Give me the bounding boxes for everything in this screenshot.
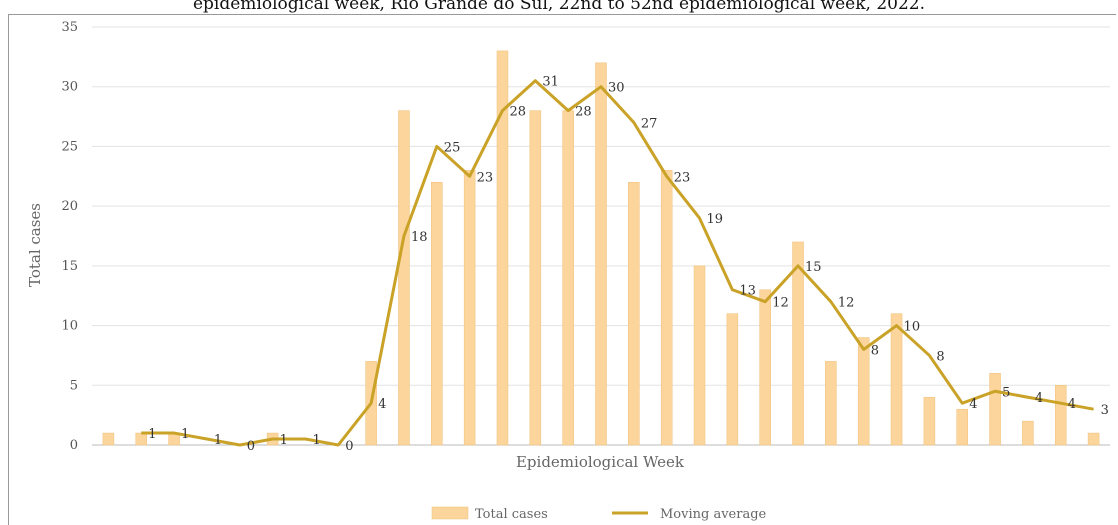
data-label-4: 0 [247,439,255,454]
line-data-labels: 1 1 1 0 1 1 0418252328312830272319131215128108… [148,75,1109,454]
data-label-29: 4 [1068,397,1076,412]
data-label-14: 28 [575,105,592,120]
gridlines [92,26,1110,446]
data-label-18: 19 [707,212,724,227]
y-tick-label-15: 15 [61,259,78,274]
bar-29 [1054,385,1067,446]
data-label-27: 5 [1002,385,1010,400]
line-series [141,79,1094,447]
bar-27 [989,373,1001,446]
data-label-8: 4 [378,397,386,412]
data-label-3: 1 [214,433,222,448]
legend-label-moving-average: Moving average [660,507,767,522]
data-label-2: 1 [181,427,189,442]
bar-25 [923,396,936,446]
bar-21 [792,241,804,446]
chart-title-fragment: epidemiological week, Rio Grande do Sul,… [192,0,925,14]
x-axis-title: Epidemiological Week [516,453,685,471]
data-label-26: 4 [969,397,977,412]
legend-label-total-cases: Total cases [475,507,548,522]
bar-15 [595,62,607,446]
data-label-23: 8 [871,343,879,358]
data-label-28: 4 [1035,391,1043,406]
data-label-5: 1 [280,433,288,448]
bar-28 [1022,420,1034,446]
y-tick-label-20: 20 [61,199,78,214]
data-label-7: 0 [345,439,353,454]
data-label-17: 23 [674,170,691,185]
legend: Total cases Moving average [431,506,767,522]
bar-0 [102,432,115,446]
data-label-21: 15 [805,260,822,275]
data-label-13: 31 [542,75,559,90]
y-tick-label-5: 5 [70,378,78,393]
data-label-20: 12 [772,296,789,311]
bar-26 [956,408,968,446]
y-tick-label-25: 25 [61,139,78,154]
bar-13 [529,110,542,446]
data-label-30: 3 [1101,403,1109,418]
chart-frame [8,14,1116,525]
data-label-6: 1 [312,433,320,448]
moving-average-line [141,79,1094,447]
bar-19 [726,313,739,446]
bar-12 [496,50,509,446]
bar-14 [562,110,574,446]
bar-17 [660,170,673,446]
y-tick-label-35: 35 [61,20,78,35]
bar-16 [628,182,640,446]
y-tick-label-30: 30 [61,80,78,95]
bar-1 [135,432,148,446]
y-tick-label-0: 0 [70,438,78,453]
bar-22 [825,361,837,446]
bar-10 [431,182,443,446]
data-label-9: 18 [411,230,428,245]
bar-series [102,50,1100,446]
y-tick-label-10: 10 [61,319,78,334]
bar-30 [1087,432,1100,446]
data-label-11: 23 [477,170,494,185]
data-label-25: 8 [936,349,944,364]
data-label-15: 30 [608,81,625,96]
bar-20 [759,289,771,446]
bar-9 [398,110,410,446]
data-label-24: 10 [904,320,921,335]
bar-11 [463,170,476,446]
data-label-12: 28 [509,105,526,120]
legend-swatch-total-cases [431,506,469,520]
data-label-1: 1 [148,427,156,442]
y-axis-ticks: 0 5 10 15 20 25 30 35 [61,20,78,453]
data-label-19: 13 [739,284,756,299]
data-label-16: 27 [641,117,658,132]
data-label-10: 25 [444,140,461,155]
bar-18 [693,265,706,446]
y-axis-title: Total cases [26,203,44,287]
data-label-22: 12 [838,296,855,311]
bar-23 [857,337,870,446]
bar-24 [890,313,903,446]
